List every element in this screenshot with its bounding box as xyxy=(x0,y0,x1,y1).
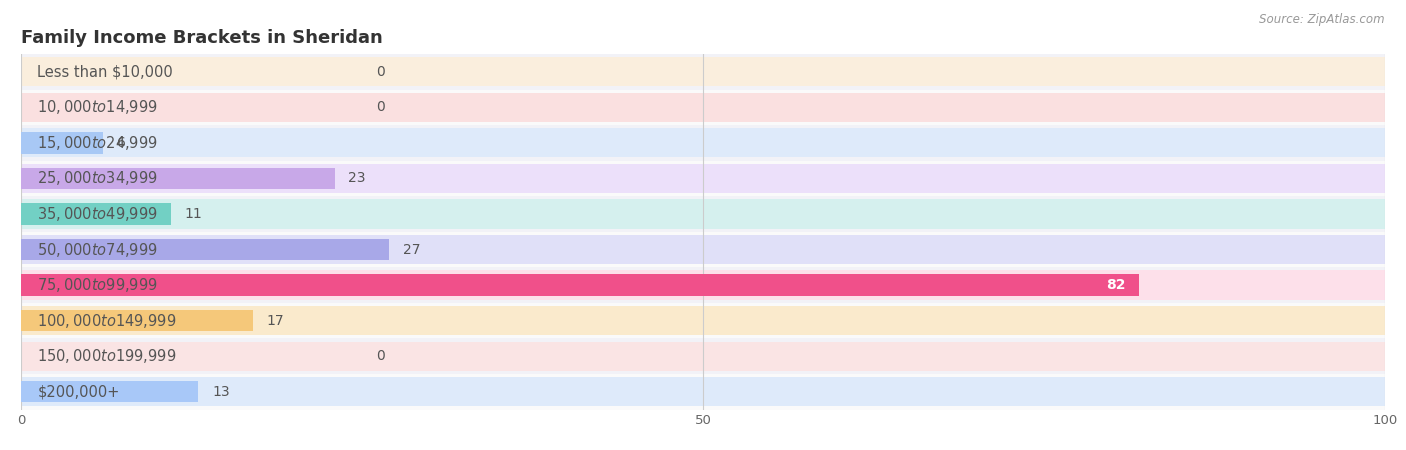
Text: 0: 0 xyxy=(375,349,384,363)
Bar xyxy=(21,54,1385,90)
Text: $50,000 to $74,999: $50,000 to $74,999 xyxy=(38,240,159,258)
Text: 6: 6 xyxy=(117,136,125,150)
Text: $15,000 to $24,999: $15,000 to $24,999 xyxy=(38,134,159,152)
Bar xyxy=(21,132,103,153)
Text: 13: 13 xyxy=(212,385,229,399)
Bar xyxy=(21,338,1385,374)
Text: 0: 0 xyxy=(375,100,384,114)
Bar xyxy=(21,267,1385,303)
Text: $10,000 to $14,999: $10,000 to $14,999 xyxy=(38,99,159,116)
Text: $150,000 to $199,999: $150,000 to $199,999 xyxy=(38,347,177,365)
Text: 17: 17 xyxy=(267,314,284,328)
Bar xyxy=(21,381,198,402)
Bar xyxy=(21,303,1385,338)
Bar xyxy=(21,310,253,331)
Bar xyxy=(21,235,1385,264)
Text: 27: 27 xyxy=(404,243,420,256)
Bar xyxy=(21,125,1385,161)
Bar xyxy=(21,128,1385,158)
Bar xyxy=(21,196,1385,232)
Bar xyxy=(21,239,389,260)
Bar xyxy=(21,377,1385,406)
Text: Source: ZipAtlas.com: Source: ZipAtlas.com xyxy=(1260,14,1385,27)
Bar xyxy=(21,161,1385,196)
Bar xyxy=(21,306,1385,335)
Text: Less than $10,000: Less than $10,000 xyxy=(38,64,173,79)
Bar xyxy=(21,93,1385,122)
Text: $200,000+: $200,000+ xyxy=(38,384,120,399)
Text: 23: 23 xyxy=(349,171,366,185)
Text: $25,000 to $34,999: $25,000 to $34,999 xyxy=(38,169,159,187)
Bar xyxy=(21,199,1385,229)
Bar xyxy=(21,57,1385,86)
Bar xyxy=(21,90,1385,125)
Text: $100,000 to $149,999: $100,000 to $149,999 xyxy=(38,311,177,329)
Bar xyxy=(21,164,1385,193)
Bar xyxy=(21,374,1385,410)
Text: 82: 82 xyxy=(1107,278,1126,292)
Text: 11: 11 xyxy=(184,207,202,221)
Bar xyxy=(21,168,335,189)
Text: Family Income Brackets in Sheridan: Family Income Brackets in Sheridan xyxy=(21,29,382,47)
Text: 0: 0 xyxy=(375,65,384,79)
Bar xyxy=(21,270,1385,300)
Bar xyxy=(21,274,1139,296)
Bar xyxy=(21,203,172,225)
Text: $75,000 to $99,999: $75,000 to $99,999 xyxy=(38,276,159,294)
Text: $35,000 to $49,999: $35,000 to $49,999 xyxy=(38,205,159,223)
Bar xyxy=(21,342,1385,371)
Bar xyxy=(21,232,1385,267)
